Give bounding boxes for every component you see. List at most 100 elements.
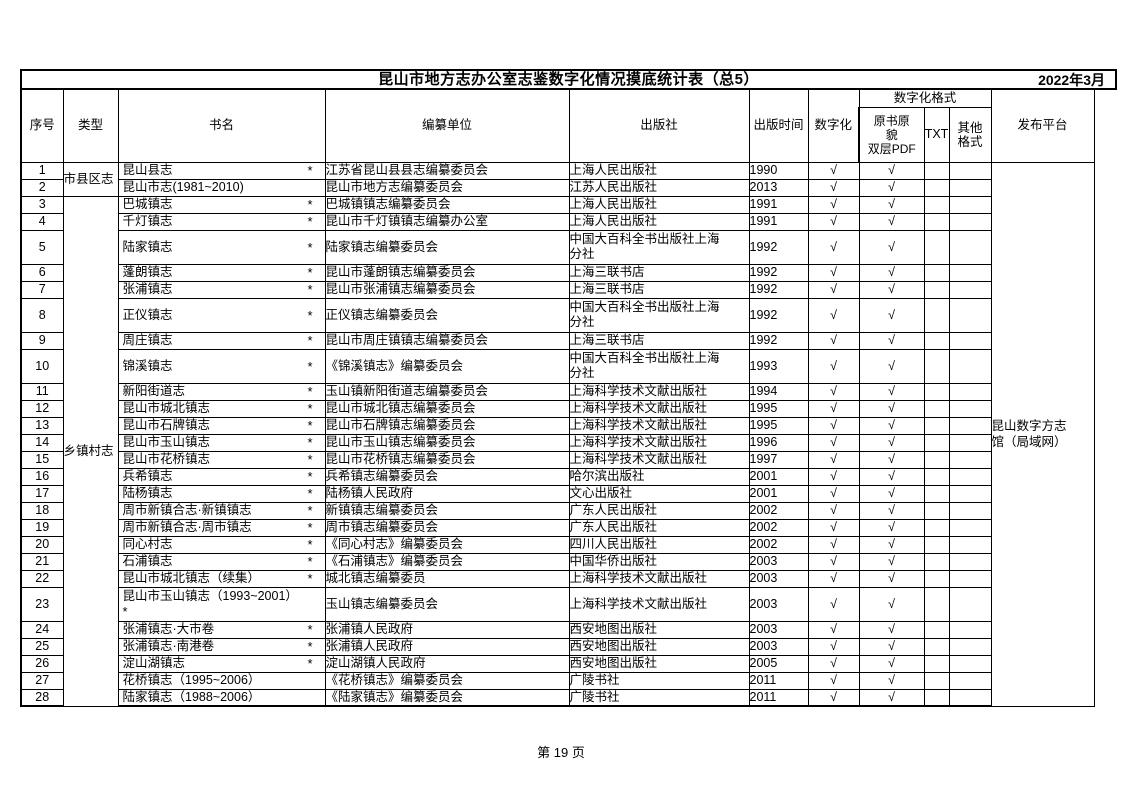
pub-year-cell: 2011 [748,688,809,707]
publisher-cell: 上海科学技术文献出版社 [568,450,750,469]
book-title: 周庄镇志 [122,333,173,347]
txt-format-cell [923,654,950,673]
book-title: 兵希镇志 [122,469,173,483]
row-number-cell: 20 [20,535,64,554]
type-cell: 乡镇村志 [62,195,119,707]
pdf-format-check-cell: √ [858,212,925,231]
digitized-check-cell: √ [807,552,860,571]
book-title: 正仪镇志 [122,307,173,322]
star-mark: * [307,656,313,671]
txt-format-cell [923,229,950,265]
unit-cell: 城北镇志编纂委员 [324,569,570,588]
star-mark: * [307,239,313,255]
type-cell: 市县区志 [62,161,119,197]
pdf-format-check-cell: √ [858,263,925,282]
table-row: 25 张浦镇志·南港卷 * 张浦镇人民政府 西安地图出版社 2003 √ √ [20,637,1094,656]
digitized-check-cell: √ [807,586,860,622]
book-title: 昆山市城北镇志 [122,401,211,415]
pdf-format-check-cell: √ [858,671,925,690]
other-format-cell [948,637,992,656]
header-format-pdf: 原书原 貌 双层PDF [858,106,925,163]
row-number-cell: 7 [20,280,64,299]
digitized-check-cell: √ [807,484,860,503]
table-row: 22 昆山市城北镇志（续集） * 城北镇志编纂委员 上海科学技术文献出版社 2003 √ √ [20,569,1094,588]
pdf-format-check-cell: √ [858,178,925,197]
header-serial: 序号 [20,88,64,163]
row-number-cell: 11 [20,382,64,401]
table-row: 19 周市新镇合志·周市镇志 * 周市镇志编纂委员会 广东人民出版社 2002 √ √ [20,518,1094,537]
pdf-format-check-cell: √ [858,654,925,673]
publisher-cell: 上海科学技术文献出版社 [568,399,750,418]
unit-cell: 《花桥镇志》编纂委员会 [324,671,570,690]
row-number-cell: 25 [20,637,64,656]
table-row: 11 新阳街道志 * 玉山镇新阳街道志编纂委员会 上海科学技术文献出版社 1994 √ √ [20,382,1094,401]
star-mark: * [307,571,313,586]
pdf-format-check-cell: √ [858,535,925,554]
star-mark: * [307,486,313,501]
book-name-cell: 昆山市志(1981~2010) [117,178,326,197]
row-number-cell: 21 [20,552,64,571]
txt-format-cell [923,348,950,384]
publisher-cell: 上海三联书店 [568,280,750,299]
header-platform: 发布平台 [990,88,1095,163]
publisher-cell: 广陵书社 [568,688,750,707]
book-title: 陆家镇志（1988~2006） [122,689,261,704]
txt-format-cell [923,212,950,231]
table-row: 24 张浦镇志·大市卷 * 张浦镇人民政府 西安地图出版社 2003 √ √ [20,620,1094,639]
digitized-check-cell: √ [807,178,860,197]
unit-cell: 昆山市玉山镇志编纂委员会 [324,433,570,452]
star-mark: * [307,469,313,484]
table-row: 23 昆山市玉山镇志（1993~2001） * 玉山镇志编纂委员会 上海科学技术文献出版… [20,586,1094,622]
other-format-cell [948,484,992,503]
pdf-format-check-cell: √ [858,331,925,350]
row-number-cell: 23 [20,586,64,622]
pdf-format-check-cell: √ [858,467,925,486]
pdf-format-check-cell: √ [858,518,925,537]
txt-format-cell [923,518,950,537]
table-row: 18 周市新镇合志·新镇镇志 * 新镇镇志编纂委员会 广东人民出版社 2002 √ √ [20,501,1094,520]
digitized-check-cell: √ [807,688,860,707]
other-format-cell [948,569,992,588]
digitized-check-cell: √ [807,450,860,469]
other-format-cell [948,501,992,520]
digitized-check-cell: √ [807,654,860,673]
pdf-format-check-cell: √ [858,348,925,384]
publisher-cell: 中国大百科全书出版社上海分社 [568,348,750,384]
pdf-format-check-cell: √ [858,399,925,418]
other-format-cell [948,178,992,197]
digitized-check-cell: √ [807,671,860,690]
row-number-cell: 10 [20,348,64,384]
other-format-cell [948,416,992,435]
header-format-txt: TXT [923,106,950,163]
page-title: 昆山市地方志办公室志鉴数字化情况摸底统计表（总5） [378,71,759,88]
txt-format-cell [923,416,950,435]
book-title: 巴城镇志 [122,197,173,211]
star-mark: * [307,384,313,399]
publisher-cell: 上海人民出版社 [568,195,750,214]
book-name-cell: 蓬朗镇志 * [117,263,326,282]
other-format-cell [948,331,992,350]
pub-year-cell: 1992 [748,280,809,299]
publisher-cell: 广陵书社 [568,671,750,690]
publisher-cell: 上海人民出版社 [568,161,750,180]
row-number-cell: 24 [20,620,64,639]
report-date: 2022年3月 [1034,72,1105,88]
pub-year-cell: 1996 [748,433,809,452]
pub-year-cell: 1992 [748,331,809,350]
star-mark: * [307,639,313,654]
pub-year-cell: 2002 [748,535,809,554]
header-book-name: 书名 [117,88,326,163]
pdf-format-check-cell: √ [858,637,925,656]
star-mark: * [307,435,313,450]
header-unit: 编纂单位 [324,88,570,163]
book-title: 周市新镇合志·周市镇志 [122,520,252,534]
star-mark: * [307,333,313,348]
other-format-cell [948,552,992,571]
other-format-cell [948,212,992,231]
other-format-cell [948,195,992,214]
table-row: 21 石浦镇志 * 《石浦镇志》编纂委员会 中国华侨出版社 2003 √ √ [20,552,1094,571]
txt-format-cell [923,195,950,214]
header-format-group: 数字化格式 [858,88,992,108]
publisher-cell: 上海人民出版社 [568,212,750,231]
book-name-cell: 陆家镇志 * [117,229,326,265]
